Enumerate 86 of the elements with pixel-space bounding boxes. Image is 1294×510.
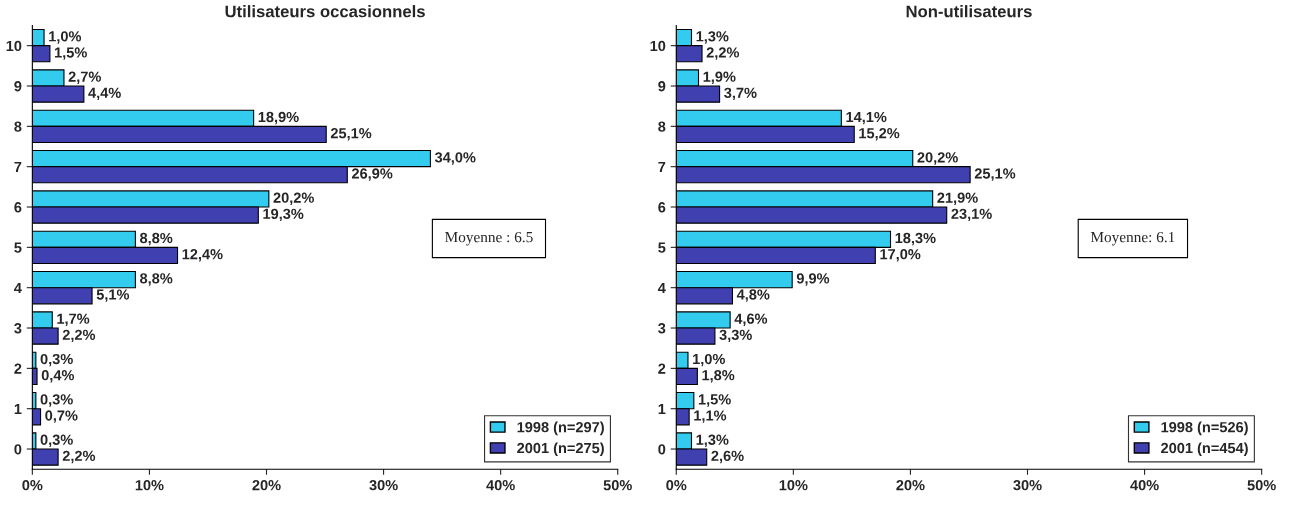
data-label: 2,6%: [711, 450, 744, 464]
y-tick-label: 6: [14, 202, 22, 213]
x-tick-label: 50%: [1247, 480, 1276, 491]
data-label: 0,7%: [45, 410, 78, 423]
data-label: 20,2%: [917, 152, 958, 165]
data-label: 26,9%: [351, 168, 393, 181]
data-label: 0,3%: [40, 394, 73, 407]
data-label: 3,7%: [724, 87, 757, 101]
y-tick-label: 10: [650, 40, 666, 52]
data-label: 3,3%: [719, 329, 752, 343]
data-label: 19,3%: [263, 208, 304, 222]
data-label: 1,5%: [698, 394, 731, 407]
data-label: 0,3%: [40, 434, 73, 447]
x-tick-label: 0%: [22, 480, 43, 491]
x-tick-label: 40%: [1130, 480, 1159, 491]
data-label: 0,4%: [41, 370, 75, 383]
y-tick-label: 3: [658, 323, 666, 334]
annotation: Moyenne: 6.1: [1090, 231, 1175, 246]
y-tick-label: 9: [658, 81, 666, 92]
x-tick-label: 10%: [779, 480, 808, 491]
data-label: 18,9%: [258, 111, 299, 125]
y-tick-label: 10: [6, 40, 22, 52]
y-tick-label: 0: [658, 444, 666, 455]
data-label: 4,8%: [736, 289, 770, 302]
data-label: 20,2%: [273, 192, 314, 205]
data-label: 2,7%: [68, 71, 101, 84]
data-label: 1,5%: [55, 47, 87, 60]
data-label: 14,1%: [846, 111, 887, 125]
y-tick-label: 9: [14, 81, 22, 92]
data-label: 8,8%: [140, 232, 173, 246]
x-tick-label: 30%: [1013, 480, 1042, 491]
data-label: 1,3%: [696, 434, 729, 447]
y-tick-label: 3: [14, 323, 22, 334]
y-tick-label: 5: [658, 242, 666, 253]
data-label: 23,1%: [951, 208, 992, 222]
data-label: 17,0%: [880, 249, 921, 262]
data-label: 1,3%: [696, 31, 729, 44]
y-tick-label: 2: [658, 363, 666, 374]
legend-label: 1998 (n=526): [1161, 421, 1248, 436]
data-label: 1,0%: [693, 353, 725, 367]
data-label: 2,2%: [62, 450, 96, 464]
legend-label: 1998 (n=297): [517, 421, 604, 436]
x-tick-label: 30%: [369, 480, 398, 491]
data-label: 25,1%: [330, 128, 372, 141]
data-label: 34,0%: [434, 152, 476, 165]
data-label: 21,9%: [937, 192, 978, 205]
data-label: 1,8%: [702, 370, 735, 383]
data-label: 1,9%: [703, 71, 736, 84]
y-tick-label: 1: [658, 403, 666, 414]
x-tick-label: 0%: [666, 480, 687, 491]
chart-title: Non-utilisateurs: [906, 5, 1032, 18]
annotation: Moyenne : 6.5: [445, 231, 533, 246]
chart-title: Utilisateurs occasionnels: [225, 5, 425, 18]
data-label: 15,2%: [859, 128, 900, 141]
x-tick-label: 20%: [896, 480, 925, 491]
y-tick-label: 2: [14, 363, 22, 374]
data-label: 2,2%: [62, 329, 96, 343]
data-label: 25,1%: [974, 168, 1016, 181]
x-tick-label: 40%: [486, 480, 515, 491]
legend-label: 2001 (n=454): [1161, 442, 1248, 457]
legend-label: 2001 (n=275): [517, 442, 604, 457]
data-label: 0,3%: [40, 353, 73, 367]
data-label: 1,7%: [57, 313, 90, 326]
y-tick-label: 5: [14, 242, 22, 253]
x-tick-label: 10%: [135, 480, 164, 491]
y-tick-label: 1: [14, 403, 22, 414]
y-tick-label: 7: [658, 161, 666, 172]
y-tick-label: 4: [14, 282, 22, 293]
y-tick-label: 7: [14, 161, 22, 172]
y-tick-label: 8: [14, 121, 22, 132]
x-tick-label: 50%: [603, 480, 632, 491]
y-tick-label: 0: [14, 444, 22, 455]
data-label: 12,4%: [182, 249, 223, 262]
data-label: 9,9%: [796, 273, 830, 286]
y-tick-label: 6: [658, 202, 666, 213]
data-label: 1,0%: [49, 31, 82, 44]
data-label: 1,1%: [694, 410, 727, 423]
y-tick-label: 8: [658, 121, 666, 132]
data-label: 8,8%: [140, 273, 173, 286]
data-label: 5,1%: [96, 289, 130, 302]
data-label: 4,4%: [88, 87, 121, 101]
data-label: 4,6%: [734, 313, 768, 326]
y-tick-label: 4: [657, 282, 666, 293]
data-label: 18,3%: [895, 232, 936, 246]
data-label: 2,2%: [706, 47, 740, 60]
x-tick-label: 20%: [252, 480, 281, 491]
